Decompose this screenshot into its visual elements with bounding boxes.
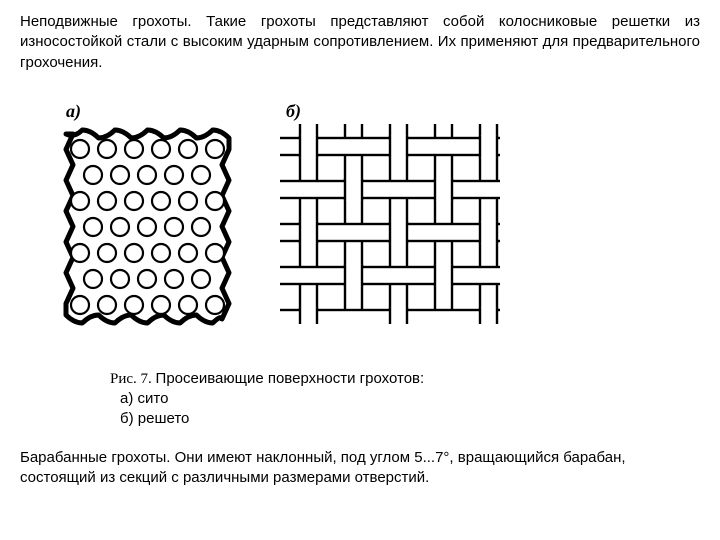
page: Неподвижные грохоты. Такие грохоты предс… (0, 0, 720, 540)
figure-b-label: б) (280, 101, 301, 122)
caption-item-b: б) решето (110, 409, 700, 429)
figure-caption: Рис. 7. Просеивающие поверхности грохото… (20, 369, 700, 430)
figure-b: б) (280, 101, 500, 329)
figure-a: а) (60, 101, 235, 329)
caption-item-a: а) сито (110, 389, 700, 409)
outro-paragraph: Барабанные грохоты. Они имеют наклонный,… (20, 448, 700, 489)
caption-title: Рис. 7. Просеивающие поверхности грохото… (110, 369, 700, 389)
figure-a-drawing (60, 124, 235, 329)
caption-prefix: Рис. 7. (110, 371, 156, 387)
figure-row: а) б) (20, 101, 700, 329)
figure-b-drawing (280, 124, 500, 324)
figure-a-label: а) (60, 101, 81, 122)
intro-paragraph: Неподвижные грохоты. Такие грохоты предс… (20, 12, 700, 73)
caption-rest: Просеивающие поверхности грохотов: (156, 370, 425, 387)
